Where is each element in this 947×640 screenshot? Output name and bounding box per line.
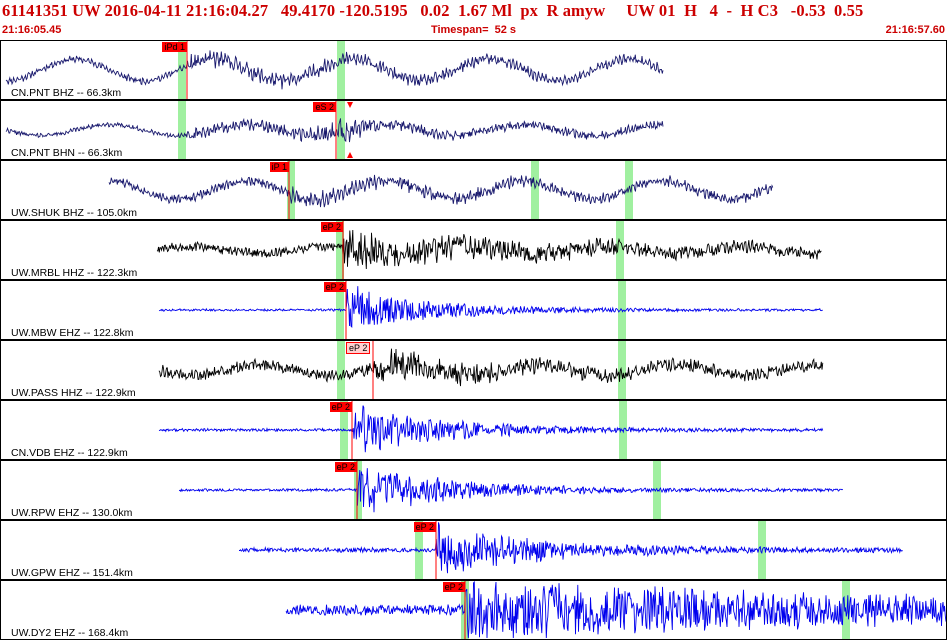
seismogram-canvas — [158, 341, 824, 399]
pick-tag[interactable]: iPd 1 — [162, 42, 187, 52]
phase-marker[interactable] — [337, 41, 345, 99]
timespan: Timespan= 52 s — [430, 24, 517, 36]
seismogram-canvas — [158, 281, 823, 339]
trace-panel[interactable]: eP 2 UW.PASS HHZ -- 122.9km — [0, 340, 947, 400]
seismogram-canvas — [158, 401, 824, 459]
waveform — [156, 229, 822, 270]
station-label: UW.MBW EHZ -- 122.8km — [11, 327, 134, 339]
pick-tag[interactable]: iP 1 — [269, 162, 289, 172]
phase-marker[interactable] — [178, 41, 186, 99]
phase-marker[interactable] — [337, 341, 345, 399]
trace-panel[interactable]: iPd 1 CN.PNT BHZ -- 66.3km — [0, 40, 947, 100]
waveform — [158, 286, 823, 328]
waveform — [108, 174, 774, 208]
phase-marker[interactable] — [531, 161, 539, 219]
waveform — [158, 405, 824, 453]
seismogram-canvas — [108, 161, 774, 219]
station-label: UW.SHUK BHZ -- 105.0km — [11, 207, 138, 219]
station-label: UW.GPW EHZ -- 151.4km — [11, 567, 133, 579]
pick-tag[interactable]: eP 2 — [320, 222, 343, 232]
station-label: UW.MRBL HHZ -- 122.3km — [11, 267, 138, 279]
phase-marker[interactable] — [415, 521, 423, 579]
phase-marker[interactable] — [616, 221, 624, 279]
pick-tag[interactable]: eP 2 — [346, 342, 371, 354]
waveform — [5, 50, 664, 90]
pick-tag[interactable]: eP 2 — [329, 402, 352, 412]
phase-marker[interactable] — [178, 101, 186, 159]
seismogram-canvas — [285, 581, 946, 639]
pick-tag[interactable]: eS 2 — [313, 102, 336, 112]
trace-panel[interactable]: eS 2 CN.PNT BHN -- 66.3km — [0, 100, 947, 160]
waveform — [285, 581, 946, 639]
seismogram-canvas — [178, 461, 844, 519]
arrow-up-icon — [347, 152, 353, 158]
station-label: CN.VDB EHZ -- 122.9km — [11, 447, 128, 459]
trace-panel[interactable]: eP 2 UW.MRBL HHZ -- 122.3km — [0, 220, 947, 280]
trace-panel[interactable]: eP 2 UW.DY2 EHZ -- 168.4km — [0, 580, 947, 640]
trace-panel[interactable]: eP 2 UW.MBW EHZ -- 122.8km — [0, 280, 947, 340]
waveform — [178, 468, 844, 513]
trace-panel[interactable]: eP 2 CN.VDB EHZ -- 122.9km — [0, 400, 947, 460]
phase-marker[interactable] — [619, 401, 627, 459]
trace-panel[interactable]: eP 2 UW.GPW EHZ -- 151.4km — [0, 520, 947, 580]
seismogram-canvas — [5, 101, 664, 159]
seismogram-canvas — [156, 221, 822, 279]
phase-marker[interactable] — [336, 221, 344, 279]
pick-tag[interactable]: eP 2 — [323, 282, 346, 292]
pick-tag[interactable]: eP 2 — [442, 582, 465, 592]
start-time: 21:16:05.45 — [2, 24, 62, 36]
trace-panel[interactable]: eP 2 UW.RPW EHZ -- 130.0km — [0, 460, 947, 520]
trace-panel[interactable]: iP 1 UW.SHUK BHZ -- 105.0km — [0, 160, 947, 220]
seismogram-canvas — [5, 41, 664, 99]
phase-marker[interactable] — [618, 341, 626, 399]
end-time: 21:16:57.60 — [885, 24, 945, 36]
station-label: UW.PASS HHZ -- 122.9km — [11, 387, 136, 399]
event-header: 61141351 UW 2016-04-11 21:16:04.27 49.41… — [0, 0, 947, 40]
station-label: UW.DY2 EHZ -- 168.4km — [11, 627, 129, 639]
station-label: UW.RPW EHZ -- 130.0km — [11, 507, 133, 519]
pick-tag[interactable]: eP 2 — [413, 522, 436, 532]
event-title: 61141351 UW 2016-04-11 21:16:04.27 49.41… — [2, 1, 864, 20]
arrow-down-icon — [347, 102, 353, 108]
waveform — [158, 348, 824, 387]
station-label: CN.PNT BHN -- 66.3km — [11, 147, 123, 159]
station-label: CN.PNT BHZ -- 66.3km — [11, 87, 122, 99]
waveform — [5, 117, 664, 143]
waveform — [239, 522, 904, 574]
pick-tag[interactable]: eP 2 — [334, 462, 357, 472]
phase-marker[interactable] — [287, 161, 295, 219]
seismogram-canvas — [239, 521, 904, 579]
